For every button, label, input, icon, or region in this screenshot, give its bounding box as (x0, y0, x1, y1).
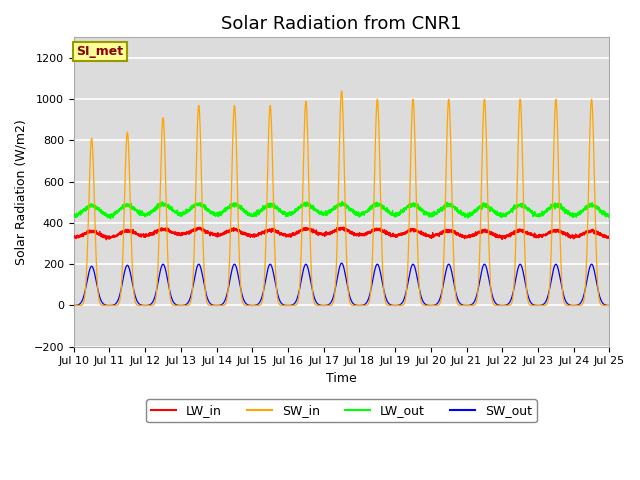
Text: SI_met: SI_met (76, 45, 124, 58)
X-axis label: Time: Time (326, 372, 357, 385)
Y-axis label: Solar Radiation (W/m2): Solar Radiation (W/m2) (15, 119, 28, 265)
Legend: LW_in, SW_in, LW_out, SW_out: LW_in, SW_in, LW_out, SW_out (146, 399, 537, 422)
Title: Solar Radiation from CNR1: Solar Radiation from CNR1 (221, 15, 462, 33)
